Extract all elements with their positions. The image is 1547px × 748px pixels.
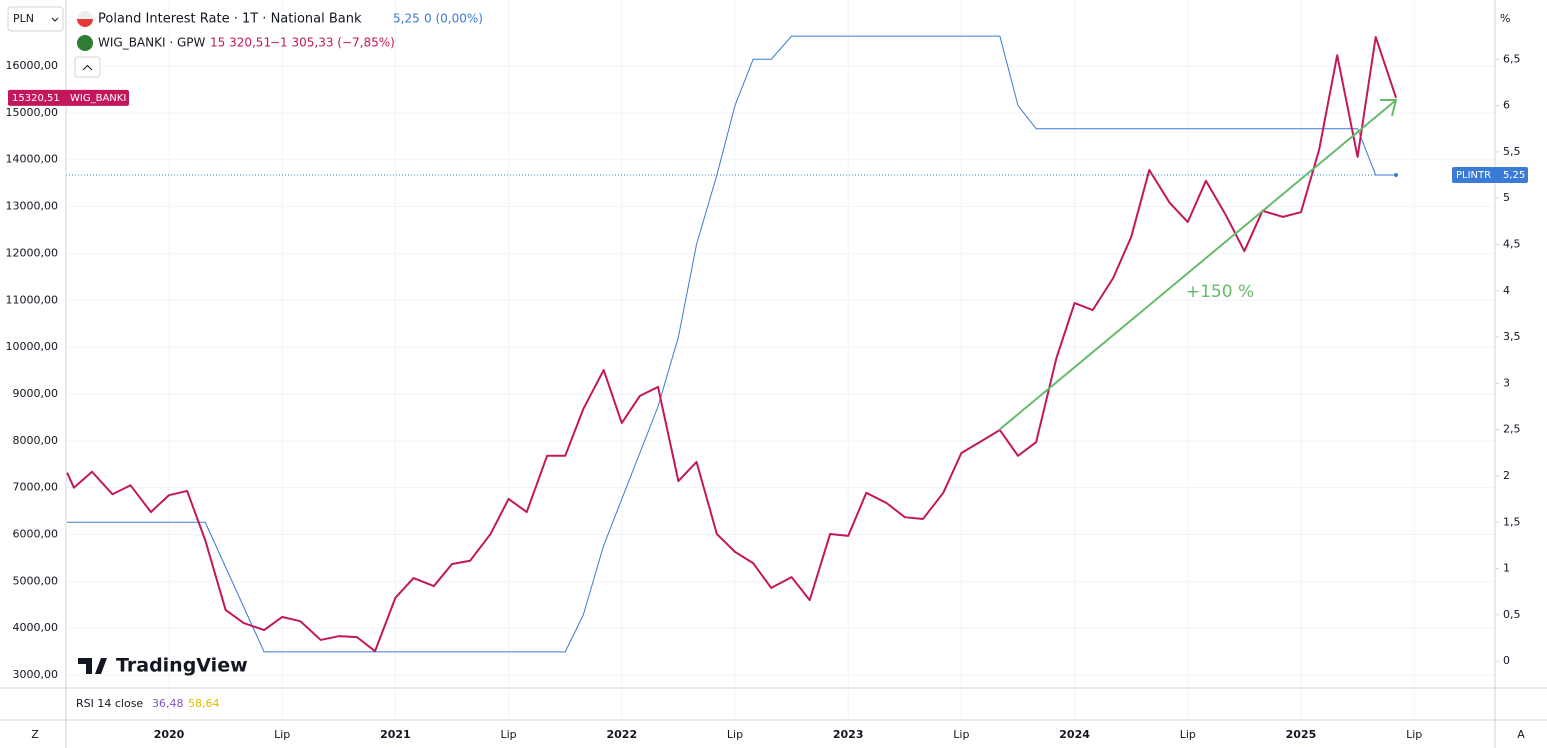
y2-tick-label: 4 [1503,284,1510,297]
indicator-value: 36,48 [152,697,184,710]
corner-button[interactable]: Z [31,728,39,741]
x-tick-label: 2020 [154,728,185,741]
indicator-name: RSI 14 close [76,697,143,710]
x-tick-label: 2022 [606,728,637,741]
x-tick-label: 2023 [833,728,864,741]
y2-tick-label: 5,5 [1503,145,1521,158]
y2-tick-label: 6,5 [1503,52,1521,65]
currency[interactable]: PLN [13,12,34,25]
y-tick-label: 11000,00 [6,293,59,306]
x-tick-label: Lip [727,728,743,741]
y-tick-label: 8000,00 [13,434,59,447]
price-tags: PLINTR 5,25 15320,51 WIG_BANKI [8,89,1528,184]
y2-tick-label: 4,5 [1503,237,1521,250]
x-tick-label: 2025 [1286,728,1317,741]
x-tick-label: 2021 [380,728,411,741]
y2-tick-label: 6 [1503,99,1510,112]
marks [66,35,1399,653]
x-tick-label: Lip [501,728,517,741]
price-tag [8,89,129,106]
y2-tick-label: 2,5 [1503,423,1521,436]
flag-icon [77,19,93,27]
y2-tick-label: 0 [1503,654,1510,667]
chevron [82,64,93,71]
y-tick-label: 4000,00 [13,621,59,634]
y-tick-label: 13000,00 [6,200,59,213]
x-tick-label: Lip [1406,728,1422,741]
price-tag [1452,167,1528,184]
trend-arrow [998,99,1398,431]
y-tick-label: 5000,00 [13,574,59,587]
last-value: 15 320,51 [210,36,271,50]
annotation: +150 % [1186,282,1254,302]
y-tick-label: 15000,00 [6,106,59,119]
y2-tick-label: 2 [1503,469,1510,482]
price-tag-name: PLINTR [1456,170,1491,181]
change: −1 305,33 (−7,85%) [270,36,395,50]
price-tag-value: 5,25 [1503,170,1525,181]
x-tick-label: Lip [274,728,290,741]
change: 0 (0,00%) [424,12,483,26]
y-tick-label: 10000,00 [6,340,59,353]
y2-tick-label: 3 [1503,376,1510,389]
y2-tick-label: 3,5 [1503,330,1521,343]
y2-tick-label: 1 [1503,562,1510,575]
y-tick-label: 12000,00 [6,246,59,259]
last-value: 5,25 [393,12,420,26]
y-tick-label: 6000,00 [13,528,59,541]
price-tag-value: 15320,51 [12,93,60,104]
y2-tick-label: 5 [1503,191,1510,204]
x-tick-label: 2024 [1059,728,1090,741]
brand-logo [78,658,107,674]
brand: TradingView [116,655,248,677]
last-point [1394,173,1399,178]
y-tick-label: 3000,00 [13,668,59,681]
exchange-icon [77,35,93,51]
series-title: WIG_BANKI · GPW [98,36,206,50]
currency-select[interactable] [7,6,64,32]
x-tick-label: Lip [1180,728,1196,741]
right-unit: % [1500,12,1510,25]
series-line [66,35,1398,653]
grid [66,0,1499,720]
series-line [67,35,1397,653]
y2-tick-label: 0,5 [1503,608,1521,621]
chevron [51,17,59,22]
y2-tick-label: 1,5 [1503,515,1521,528]
indicator-value: 58,64 [188,697,220,710]
price-tag-name: WIG_BANKI [70,93,126,104]
corner-button[interactable]: A [1517,728,1525,741]
y-tick-label: 16000,00 [6,59,59,72]
y-tick-label: 14000,00 [6,153,59,166]
y-tick-label: 9000,00 [13,387,59,400]
x-tick-label: Lip [953,728,969,741]
y-tick-label: 7000,00 [13,481,59,494]
series-title: Poland Interest Rate · 1T · National Ban… [98,12,362,27]
collapse-button[interactable] [74,56,101,78]
